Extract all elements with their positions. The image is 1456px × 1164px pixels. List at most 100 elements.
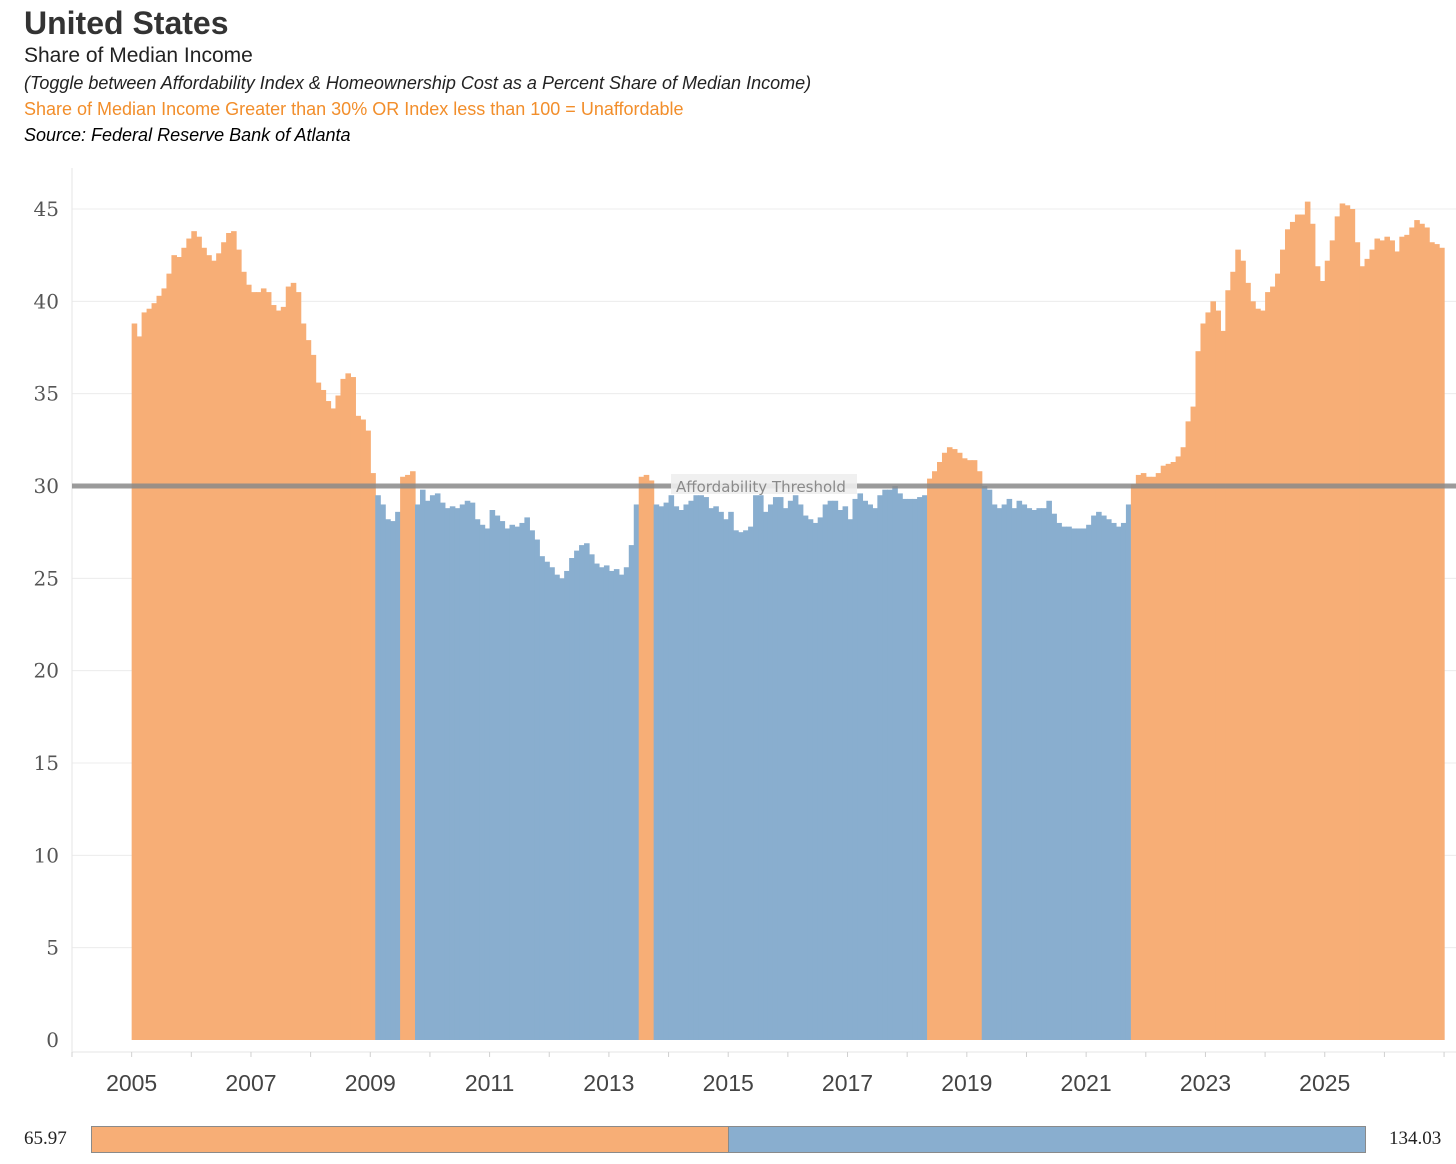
bar[interactable] [608,570,615,1040]
bar[interactable] [912,498,918,1041]
bar[interactable] [1096,511,1102,1040]
bar[interactable] [1066,526,1072,1040]
bar[interactable] [802,515,809,1040]
bar[interactable] [385,519,391,1040]
bar[interactable] [1106,519,1112,1040]
bar[interactable] [897,493,903,1040]
bar[interactable] [1294,214,1301,1041]
bar[interactable] [1324,260,1331,1040]
bar[interactable] [494,515,501,1040]
bar[interactable] [1339,203,1346,1040]
bar[interactable] [161,288,168,1040]
bar[interactable] [628,545,635,1040]
bar[interactable] [1001,504,1008,1040]
bar[interactable] [1091,515,1097,1040]
bar[interactable] [663,502,670,1040]
bar[interactable] [922,495,928,1040]
bar[interactable] [201,247,207,1040]
bar[interactable] [1270,286,1276,1040]
bar[interactable] [822,504,829,1040]
bar[interactable] [1344,205,1351,1041]
bar[interactable] [1006,498,1013,1041]
bar[interactable] [564,570,570,1040]
bar[interactable] [703,497,709,1041]
bar[interactable] [320,389,327,1040]
bar[interactable] [1130,484,1137,1040]
bar[interactable] [1071,528,1077,1040]
bar[interactable] [713,506,719,1040]
bar[interactable] [1299,214,1306,1041]
bar[interactable] [245,284,252,1040]
bar[interactable] [1354,242,1361,1041]
bar[interactable] [1364,258,1371,1040]
bar[interactable] [1304,201,1311,1040]
bar[interactable] [405,474,411,1040]
bar[interactable] [449,506,456,1040]
bar[interactable] [166,273,173,1041]
bar[interactable] [1185,421,1192,1040]
bar[interactable] [1429,242,1435,1041]
bar[interactable] [862,500,869,1041]
bar[interactable] [763,511,769,1040]
bar[interactable] [226,233,232,1041]
bar[interactable] [206,255,212,1040]
bar[interactable] [419,489,426,1040]
bar[interactable] [509,524,516,1040]
bar[interactable] [1309,223,1316,1041]
bar[interactable] [141,312,148,1040]
bar[interactable] [589,554,595,1040]
bar[interactable] [255,292,262,1041]
bar[interactable] [837,510,844,1040]
bar[interactable] [743,530,749,1040]
bar[interactable] [196,236,202,1040]
bar[interactable] [539,556,545,1040]
bar[interactable] [1319,281,1326,1040]
bar[interactable] [439,502,446,1040]
bar[interactable] [1016,500,1023,1041]
bar[interactable] [1101,515,1107,1040]
bar[interactable] [1125,504,1132,1040]
bar[interactable] [474,519,481,1040]
bar[interactable] [1061,526,1067,1040]
bar[interactable] [231,231,237,1040]
bar[interactable] [429,495,436,1040]
bar[interactable] [221,242,227,1041]
bar[interactable] [1369,249,1376,1041]
bar[interactable] [852,498,859,1041]
bar[interactable] [648,480,655,1041]
bar[interactable] [300,323,307,1040]
bar[interactable] [524,517,530,1040]
bar[interactable] [305,340,312,1040]
bar[interactable] [191,231,197,1040]
bar[interactable] [1200,323,1207,1040]
bar[interactable] [1399,236,1405,1040]
bar[interactable] [241,271,247,1041]
bar[interactable] [847,519,854,1040]
bar[interactable] [927,478,933,1040]
bar[interactable] [1409,227,1415,1040]
bar[interactable] [857,493,864,1040]
bar[interactable] [360,419,366,1040]
bar[interactable] [941,452,948,1040]
bar[interactable] [1225,290,1231,1041]
bar[interactable] [1220,330,1226,1040]
bar[interactable] [1165,463,1172,1041]
bar[interactable] [186,238,192,1041]
bar[interactable] [579,545,585,1040]
bar[interactable] [1011,508,1018,1040]
bar[interactable] [946,447,953,1041]
bar[interactable] [1394,251,1400,1040]
color-legend-bar[interactable] [91,1126,1366,1153]
bar[interactable] [1026,508,1033,1040]
bar[interactable] [658,506,665,1040]
bar[interactable] [777,497,784,1041]
bar[interactable] [375,495,381,1040]
bar[interactable] [325,401,332,1040]
bar[interactable] [887,489,893,1040]
bar[interactable] [1190,406,1197,1040]
bar[interactable] [1155,473,1162,1040]
bar[interactable] [996,508,1003,1040]
bar[interactable] [544,561,550,1040]
bar[interactable] [772,497,779,1041]
bar[interactable] [1359,266,1366,1040]
